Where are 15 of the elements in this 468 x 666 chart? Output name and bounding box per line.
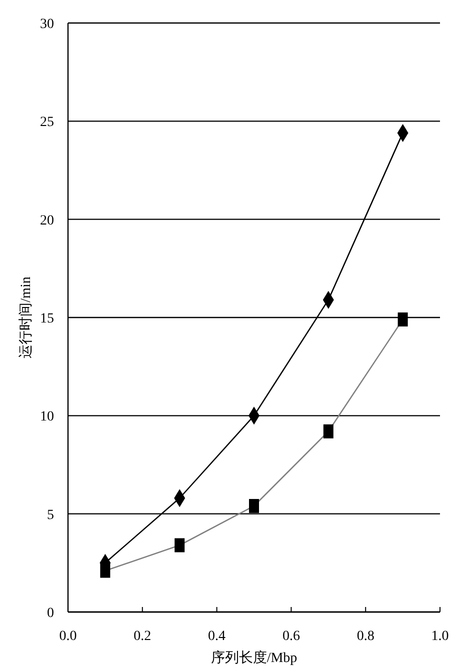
y-tick-label: 15 <box>40 312 54 326</box>
y-tick-label: 30 <box>40 17 54 32</box>
y-tick-label: 25 <box>40 115 54 130</box>
x-axis-title: 序列长度/Mbp <box>210 650 298 666</box>
x-tick-label: 0.8 <box>356 629 374 644</box>
y-tick-label: 0 <box>47 606 54 621</box>
x-tick-label: 0.0 <box>59 629 77 644</box>
x-tick-label: 0.4 <box>208 629 226 644</box>
y-tick-label: 10 <box>40 410 54 425</box>
x-tick-label: 0.6 <box>282 629 300 644</box>
y-tick-label: 5 <box>47 508 54 523</box>
y-axis-title: 运行时间/min <box>18 276 34 358</box>
x-tick-label: 0.2 <box>134 629 152 644</box>
y-tick-label: 20 <box>40 213 54 228</box>
x-tick-label: 1.0 <box>431 629 449 644</box>
